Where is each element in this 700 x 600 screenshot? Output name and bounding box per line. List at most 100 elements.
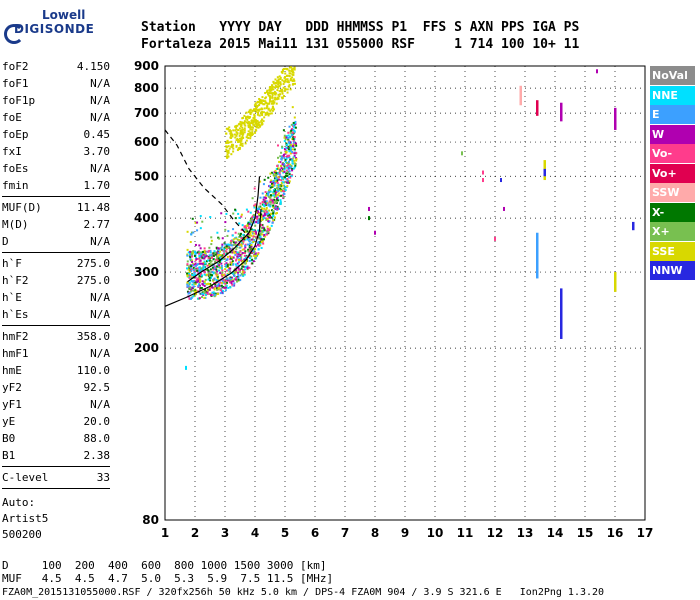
o-trace-point [208,264,211,267]
multihop-point [236,132,239,135]
o-trace-point [279,203,282,206]
o-trace-point [218,260,221,263]
multihop-point [277,81,280,84]
o-trace-point [232,250,235,253]
o-trace-point [234,269,237,272]
o-trace-point [263,214,266,217]
o-trace-point [188,297,191,300]
echo-segment [614,272,617,292]
multihop-point [290,70,293,73]
o-trace-point [232,263,235,266]
o-trace-point [261,192,264,195]
o-trace-point [292,159,295,162]
x-tick-label: 3 [221,526,229,540]
o-trace-point [262,230,265,233]
o-trace-point [188,265,191,268]
o-trace-point [243,271,246,274]
o-trace-point [203,282,206,285]
o-trace-point [287,134,290,137]
o-trace-point [260,229,263,232]
o-trace-point [257,221,260,224]
x-tick-label: 17 [637,526,654,540]
multihop-point [236,149,239,152]
o-trace-point [294,163,297,166]
multihop-point [226,153,229,156]
legend-item-e: E [650,105,695,124]
o-trace-point [206,289,209,292]
auto-line: Artist5 [2,512,49,525]
o-trace-point [257,252,260,255]
o-trace-point [232,241,235,244]
o-trace-point [293,136,296,139]
o-trace-point [220,267,223,270]
o-trace-point [286,147,289,150]
o-trace-point [198,283,201,286]
o-trace-point [256,215,259,218]
multihop-point [268,100,271,103]
o-trace-point [197,276,200,279]
o-trace-point [226,265,229,268]
o-trace-point [255,210,258,213]
multihop-point [247,126,250,129]
o-trace-point [197,279,200,282]
o-trace-point [200,267,203,270]
x-tick-label: 6 [311,526,319,540]
multihop-point [269,92,272,95]
o-trace-point [283,184,286,187]
multihop-point [251,131,254,134]
o-trace-point [230,256,233,259]
o-trace-point [201,274,204,277]
o-trace-point [186,281,189,284]
o-trace-point [241,260,244,263]
o-trace-point [291,168,294,171]
o-trace-point [284,189,287,192]
o-trace-point [285,149,288,152]
o-trace-point [208,263,211,266]
o-trace-point [218,263,221,266]
o-trace-point [282,171,285,174]
multihop-point [275,92,278,95]
o-trace-point [278,172,281,175]
multihop-point [243,127,246,130]
param-row: h`E N/A [2,289,110,306]
param-separator [2,252,110,253]
o-trace-point [227,286,230,289]
o-trace-point [282,181,285,184]
o-trace-point [280,175,283,178]
o-trace-point [293,116,296,119]
multihop-point [259,102,262,105]
y-tick-label: 500 [134,169,159,183]
o-trace-point [287,181,290,184]
param-row: C-level 33 [2,469,110,486]
o-trace-point [269,203,272,206]
o-trace-point [293,141,296,144]
o-trace-point [242,261,245,264]
o-trace-point [199,280,202,283]
o-trace-point [273,190,276,193]
o-trace-point [283,136,286,139]
o-trace-point [253,204,256,207]
header-values: Fortaleza 2015 Mai11 131 055000 RSF 1 71… [141,37,580,52]
multihop-point [238,127,241,130]
o-trace-point [259,230,262,233]
o-trace-point [238,235,241,238]
o-trace-point [229,257,232,260]
o-trace-point [266,217,269,220]
o-trace-point [272,215,275,218]
multihop-point [291,71,294,74]
o-trace-point [198,256,201,259]
o-trace-point [225,281,228,284]
o-trace-point [228,277,231,280]
param-row: h`Es N/A [2,306,110,323]
o-trace-point [293,125,296,128]
o-trace-point [273,201,276,204]
o-trace-point [266,233,269,236]
multihop-point [235,131,238,134]
echo-segment [543,168,546,177]
o-trace-point [232,284,235,287]
o-trace-point [231,239,234,242]
multihop-point [250,128,253,131]
o-trace-point [203,284,206,287]
o-trace-point [230,282,233,285]
multihop-point [269,85,272,88]
